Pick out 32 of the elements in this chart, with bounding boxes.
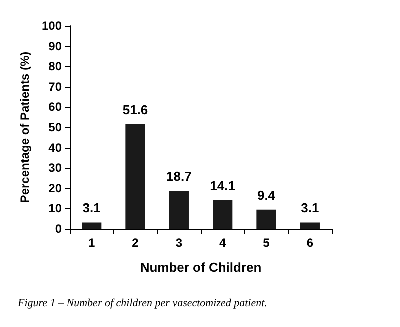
bar bbox=[300, 222, 320, 229]
data-label: 14.1 bbox=[210, 178, 236, 194]
x-tick-label: 5 bbox=[263, 236, 270, 250]
y-tick-label: 50 bbox=[48, 120, 62, 134]
y-tick-label: 90 bbox=[48, 39, 62, 54]
bar bbox=[256, 210, 276, 229]
y-tick-label: 10 bbox=[48, 202, 62, 216]
caption: Figure 1 – Number of children per vasectomized patient. bbox=[17, 298, 268, 310]
data-label: 9.4 bbox=[257, 188, 276, 203]
y-tick-label: 30 bbox=[48, 161, 62, 176]
y-axis-title: Percentage of Patients (%) bbox=[18, 52, 32, 204]
y-tick-label: 60 bbox=[48, 100, 62, 114]
x-tick-label: 3 bbox=[176, 236, 183, 250]
bar bbox=[213, 200, 233, 229]
x-tick-label: 1 bbox=[88, 236, 96, 250]
y-tick-label: 70 bbox=[48, 80, 62, 94]
y-tick-label: 0 bbox=[55, 222, 62, 236]
data-label: 3.1 bbox=[301, 200, 320, 216]
y-tick-label: 100 bbox=[42, 19, 62, 33]
x-tick-label: 6 bbox=[306, 236, 314, 250]
y-tick-label: 40 bbox=[48, 140, 62, 155]
data-label: 18.7 bbox=[166, 169, 192, 184]
x-tick-label: 2 bbox=[132, 236, 140, 250]
x-axis-title: Number of Children bbox=[140, 260, 262, 275]
data-label: 51.6 bbox=[122, 102, 148, 118]
bar bbox=[169, 191, 189, 229]
y-tick-label: 80 bbox=[48, 60, 62, 74]
bar bbox=[126, 124, 146, 229]
y-tick-label: 20 bbox=[48, 181, 62, 196]
bar bbox=[82, 222, 102, 229]
data-label: 3.1 bbox=[82, 200, 101, 216]
x-tick-label: 4 bbox=[219, 236, 226, 250]
